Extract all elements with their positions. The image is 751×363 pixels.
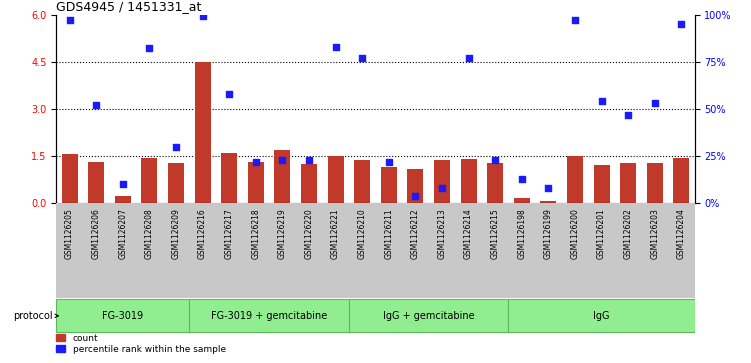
- Text: GSM1126198: GSM1126198: [517, 208, 526, 259]
- Text: GSM1126202: GSM1126202: [623, 208, 632, 259]
- Text: GSM1126208: GSM1126208: [145, 208, 154, 259]
- Point: [542, 185, 554, 191]
- Bar: [248, 162, 264, 203]
- Text: GSM1126207: GSM1126207: [119, 208, 128, 259]
- Text: GSM1126218: GSM1126218: [252, 208, 261, 258]
- Point: [383, 159, 395, 165]
- Text: GSM1126213: GSM1126213: [438, 208, 447, 259]
- Bar: [349, 299, 508, 332]
- Bar: [222, 153, 237, 203]
- Bar: [195, 62, 210, 203]
- Point: [170, 144, 182, 150]
- Point: [516, 176, 528, 182]
- Bar: [508, 299, 695, 332]
- Text: GSM1126204: GSM1126204: [677, 208, 686, 259]
- Legend: count, percentile rank within the sample: count, percentile rank within the sample: [56, 334, 226, 354]
- Bar: [141, 158, 158, 203]
- Point: [463, 55, 475, 61]
- Point: [143, 46, 155, 52]
- Text: GSM1126200: GSM1126200: [571, 208, 580, 259]
- Bar: [327, 156, 344, 203]
- Bar: [434, 160, 450, 203]
- Bar: [301, 164, 317, 203]
- Bar: [115, 196, 131, 203]
- Point: [223, 91, 235, 97]
- Text: FG-3019: FG-3019: [102, 311, 143, 321]
- Text: GSM1126220: GSM1126220: [304, 208, 313, 259]
- Text: GSM1126212: GSM1126212: [411, 208, 420, 258]
- Bar: [62, 154, 77, 203]
- Point: [409, 193, 421, 199]
- Bar: [381, 167, 397, 203]
- Text: protocol: protocol: [13, 311, 53, 321]
- Text: GSM1126211: GSM1126211: [385, 208, 394, 258]
- Text: GSM1126199: GSM1126199: [544, 208, 553, 259]
- Text: GDS4945 / 1451331_at: GDS4945 / 1451331_at: [56, 0, 202, 13]
- Point: [569, 17, 581, 23]
- Text: GSM1126216: GSM1126216: [198, 208, 207, 259]
- Bar: [189, 299, 349, 332]
- Text: GSM1126205: GSM1126205: [65, 208, 74, 259]
- Point: [675, 21, 687, 27]
- Bar: [514, 197, 529, 203]
- Bar: [460, 159, 477, 203]
- Point: [250, 159, 262, 165]
- Bar: [168, 163, 184, 203]
- Bar: [567, 156, 583, 203]
- Bar: [56, 299, 189, 332]
- Bar: [620, 163, 636, 203]
- Point: [117, 182, 129, 187]
- Bar: [674, 158, 689, 203]
- Point: [64, 17, 76, 23]
- Bar: [487, 163, 503, 203]
- Point: [622, 112, 634, 118]
- Text: FG-3019 + gemcitabine: FG-3019 + gemcitabine: [211, 311, 327, 321]
- Bar: [408, 169, 424, 203]
- Text: IgG + gemcitabine: IgG + gemcitabine: [383, 311, 475, 321]
- Point: [330, 44, 342, 49]
- Point: [356, 55, 368, 61]
- Text: GSM1126210: GSM1126210: [357, 208, 366, 259]
- Text: GSM1126203: GSM1126203: [650, 208, 659, 259]
- Text: GSM1126221: GSM1126221: [331, 208, 340, 258]
- Bar: [274, 150, 291, 203]
- Point: [197, 13, 209, 19]
- Text: GSM1126206: GSM1126206: [92, 208, 101, 259]
- Text: GSM1126214: GSM1126214: [464, 208, 473, 259]
- Bar: [593, 165, 610, 203]
- Text: GSM1126215: GSM1126215: [490, 208, 499, 259]
- Text: GSM1126201: GSM1126201: [597, 208, 606, 259]
- Bar: [89, 162, 104, 203]
- Point: [489, 157, 501, 163]
- Point: [596, 98, 608, 104]
- Text: GSM1126217: GSM1126217: [225, 208, 234, 259]
- Point: [436, 185, 448, 191]
- Point: [303, 157, 315, 163]
- Text: IgG: IgG: [593, 311, 610, 321]
- Text: GSM1126209: GSM1126209: [171, 208, 180, 259]
- Point: [276, 157, 288, 163]
- Text: GSM1126219: GSM1126219: [278, 208, 287, 259]
- Bar: [541, 201, 556, 203]
- Bar: [647, 163, 663, 203]
- Bar: [354, 160, 370, 203]
- Point: [649, 100, 661, 106]
- Point: [90, 102, 102, 108]
